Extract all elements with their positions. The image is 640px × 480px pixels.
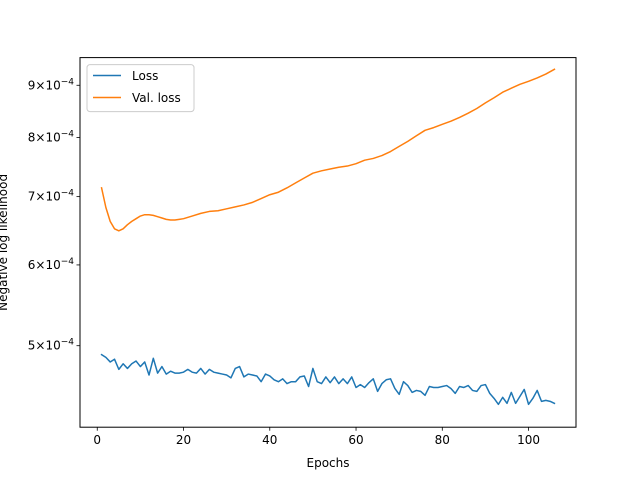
x-tick-label: 80 xyxy=(435,433,450,447)
x-tick-label: 0 xyxy=(93,433,101,447)
legend-label-val-loss: Val. loss xyxy=(132,91,181,105)
y-axis-label: Negative log likelihood xyxy=(0,174,10,311)
series-layer xyxy=(100,68,556,406)
x-tick-label: 20 xyxy=(176,433,191,447)
x-tick-label: 60 xyxy=(348,433,363,447)
plot-frame xyxy=(79,57,577,428)
x-axis: 0 20 40 60 80 100 xyxy=(93,427,540,447)
legend-frame xyxy=(86,64,195,113)
x-tick-label: 100 xyxy=(517,433,540,447)
x-tick-label: 40 xyxy=(262,433,277,447)
series-line-loss xyxy=(100,353,556,406)
legend-label-loss: Loss xyxy=(132,69,158,83)
legend: Loss Val. loss xyxy=(86,64,195,113)
series-line-val-loss xyxy=(100,68,556,232)
x-axis-label: Epochs xyxy=(307,456,350,470)
